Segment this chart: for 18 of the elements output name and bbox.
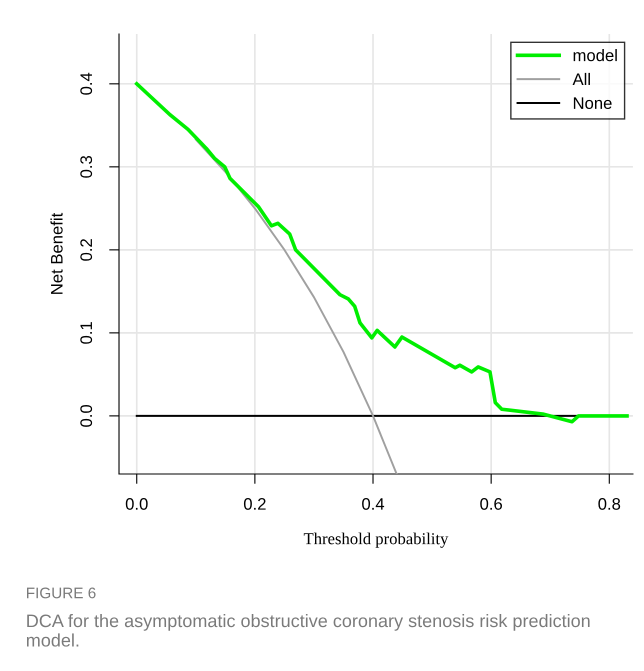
y-tick-label: 0.0 (80, 404, 92, 427)
legend-label: None (574, 97, 612, 109)
y-tick-label: 0.4 (80, 72, 92, 95)
legend-label: model (574, 49, 617, 62)
text: DCA for the asymptomatic obstructive coronary stenosis risk prediction model. (26, 614, 590, 647)
x-tick-label: 0.4 (362, 498, 384, 510)
x-tick-label: 0.2 (244, 498, 266, 510)
y-tick-label: 0.3 (80, 156, 92, 178)
x-axis-title: Threshold probability (304, 532, 448, 548)
line-series (194, 138, 398, 474)
caption: FIGURE 6 (27, 588, 96, 598)
x-tick-label: 0.8 (598, 498, 620, 510)
y-tick-label: 0.1 (80, 322, 92, 344)
legend-label: All (572, 72, 590, 85)
x-tick-label: 0.0 (126, 498, 148, 510)
y-tick-label: 0.2 (80, 239, 92, 261)
y-axis-title: Net Benefit (50, 212, 63, 294)
x-tick-label: 0.6 (480, 498, 502, 510)
